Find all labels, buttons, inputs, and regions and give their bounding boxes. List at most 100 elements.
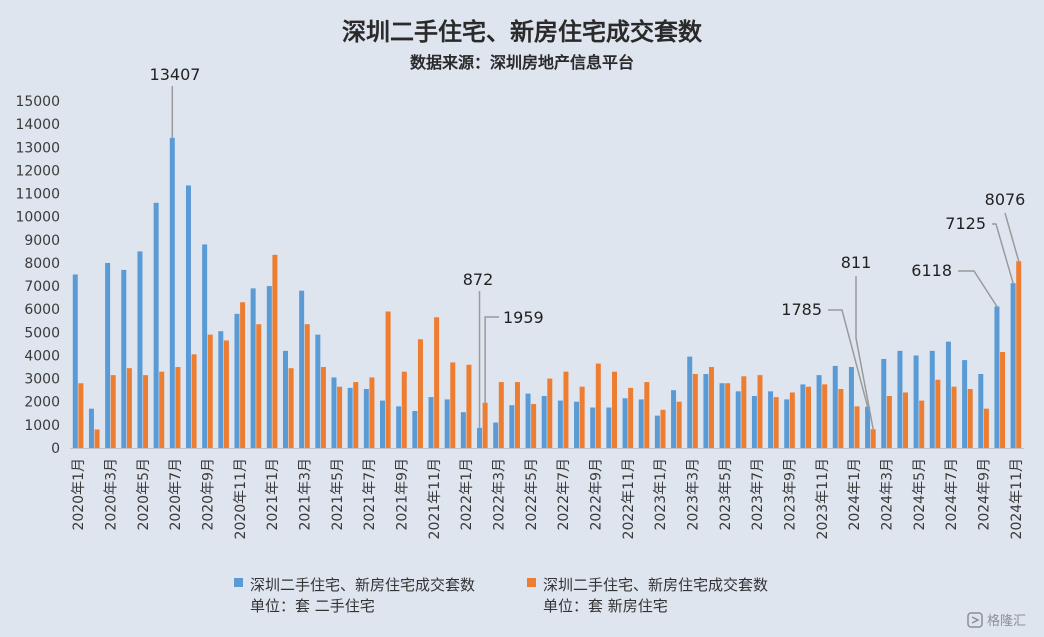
- callout-label: 811: [841, 253, 872, 272]
- bar-second-hand: [460, 412, 466, 448]
- bar-new-home: [773, 397, 779, 448]
- x-tick-label: 2022年5月: [524, 458, 540, 531]
- bar-new-home: [320, 367, 326, 448]
- y-tick-label: 1000: [24, 418, 60, 434]
- bar-second-hand: [72, 274, 78, 448]
- callout: 1785: [781, 300, 869, 407]
- bar-new-home: [676, 401, 682, 448]
- gelonghui-logo-icon: [967, 612, 983, 628]
- y-tick-label: 10000: [15, 210, 60, 226]
- bar-second-hand: [1010, 283, 1016, 448]
- bar-second-hand: [654, 415, 660, 448]
- bar-second-hand: [671, 390, 677, 448]
- bar-new-home: [175, 367, 181, 448]
- x-tick-label: 2021年11月: [427, 458, 443, 539]
- bar-second-hand: [832, 365, 838, 448]
- bar-new-home: [417, 339, 423, 448]
- x-tick-label: 2024年11月: [1009, 458, 1025, 539]
- bar-new-home: [272, 254, 278, 448]
- bar-second-hand: [622, 398, 628, 448]
- x-tick-label: 2020年7月: [168, 458, 184, 531]
- bar-second-hand: [250, 288, 256, 448]
- bar-new-home: [789, 392, 795, 448]
- bar-new-home: [854, 406, 860, 448]
- bar-second-hand: [347, 387, 353, 448]
- callouts: 13407 872 1959 1785 811 6118 7125 8076: [150, 65, 1025, 430]
- x-tick-label: 2023年11月: [815, 458, 831, 539]
- legend-swatch-new-home: [527, 578, 536, 587]
- chart-title: 深圳二手住宅、新房住宅成交套数: [342, 18, 703, 46]
- bar-new-home: [337, 386, 343, 448]
- bar-second-hand: [363, 389, 369, 448]
- bar-second-hand: [638, 399, 644, 448]
- bar-second-hand: [444, 399, 450, 448]
- bar-new-home: [547, 378, 553, 448]
- bar-new-home: [126, 368, 132, 448]
- bar-new-home: [822, 384, 828, 448]
- bar-new-home: [563, 371, 569, 448]
- callout-label: 7125: [945, 214, 986, 233]
- bar-new-home: [434, 317, 440, 448]
- bar-second-hand: [768, 391, 774, 448]
- bar-new-home: [886, 395, 892, 448]
- bar-new-home: [110, 375, 116, 448]
- bar-new-home: [385, 311, 391, 448]
- bar-second-hand: [719, 383, 725, 448]
- bar-second-hand: [574, 401, 580, 448]
- y-tick-label: 7000: [24, 279, 60, 295]
- callout-label: 6118: [911, 261, 952, 280]
- bar-second-hand: [428, 397, 434, 448]
- callout: 811: [841, 253, 874, 430]
- bar-second-hand: [202, 244, 208, 448]
- bar-second-hand: [865, 406, 871, 448]
- x-tick-label: 2022年11月: [621, 458, 637, 539]
- chart-subtitle: 数据来源：深圳房地产信息平台: [410, 53, 634, 72]
- x-tick-label: 2021年9月: [395, 458, 411, 531]
- x-tick-label: 2020年3月: [103, 458, 119, 531]
- bar-new-home: [78, 383, 84, 448]
- bar-new-home: [967, 389, 973, 448]
- y-tick-label: 5000: [24, 325, 60, 341]
- y-tick-label: 13000: [15, 140, 60, 156]
- bar-second-hand: [396, 406, 402, 448]
- bar-second-hand: [913, 355, 919, 448]
- bar-second-hand: [557, 400, 563, 448]
- x-tick-label: 2023年9月: [783, 458, 799, 531]
- bar-new-home: [725, 383, 731, 448]
- bar-new-home: [256, 324, 262, 448]
- bar-second-hand: [169, 137, 175, 448]
- callout: 13407: [150, 65, 201, 138]
- bar-new-home: [514, 382, 520, 448]
- callout: 6118: [911, 261, 998, 307]
- x-axis: 2020年1月 2020年3月 2020年5月 2020年7月 2020年9月 2020年…: [71, 458, 1025, 539]
- bar-second-hand: [525, 393, 531, 448]
- y-tick-label: 12000: [15, 163, 60, 179]
- callout-leader-line: [484, 316, 499, 403]
- bar-new-home: [482, 402, 488, 448]
- bar-new-home: [223, 340, 229, 448]
- bar-new-home: [806, 386, 812, 448]
- bar-second-hand: [606, 407, 612, 448]
- x-tick-label: 2022年3月: [492, 458, 508, 531]
- bar-second-hand: [590, 407, 596, 448]
- bar-second-hand: [218, 331, 224, 448]
- bar-second-hand: [929, 350, 935, 448]
- legend-item-new-home: 深圳二手住宅、新房住宅成交套数 单位：套 新房住宅: [527, 576, 768, 615]
- callout-label: 13407: [150, 65, 201, 84]
- bar-second-hand: [282, 350, 288, 448]
- y-axis: 0 1000 2000 3000 4000 5000 6000 7000 8000 9000 100…: [15, 94, 60, 457]
- watermark: 格隆汇: [967, 612, 1026, 629]
- bar-new-home: [94, 429, 100, 448]
- bar-second-hand: [541, 395, 547, 448]
- y-tick-label: 2000: [24, 395, 60, 411]
- callout-leader-line: [828, 309, 869, 407]
- bar-second-hand: [703, 373, 709, 448]
- bar-new-home: [531, 404, 537, 448]
- bar-new-home: [288, 368, 294, 448]
- y-tick-label: 0: [51, 441, 60, 457]
- bar-second-hand: [945, 341, 951, 448]
- callout-leader-line: [855, 276, 874, 430]
- bar-second-hand: [962, 360, 968, 448]
- y-tick-label: 6000: [24, 302, 60, 318]
